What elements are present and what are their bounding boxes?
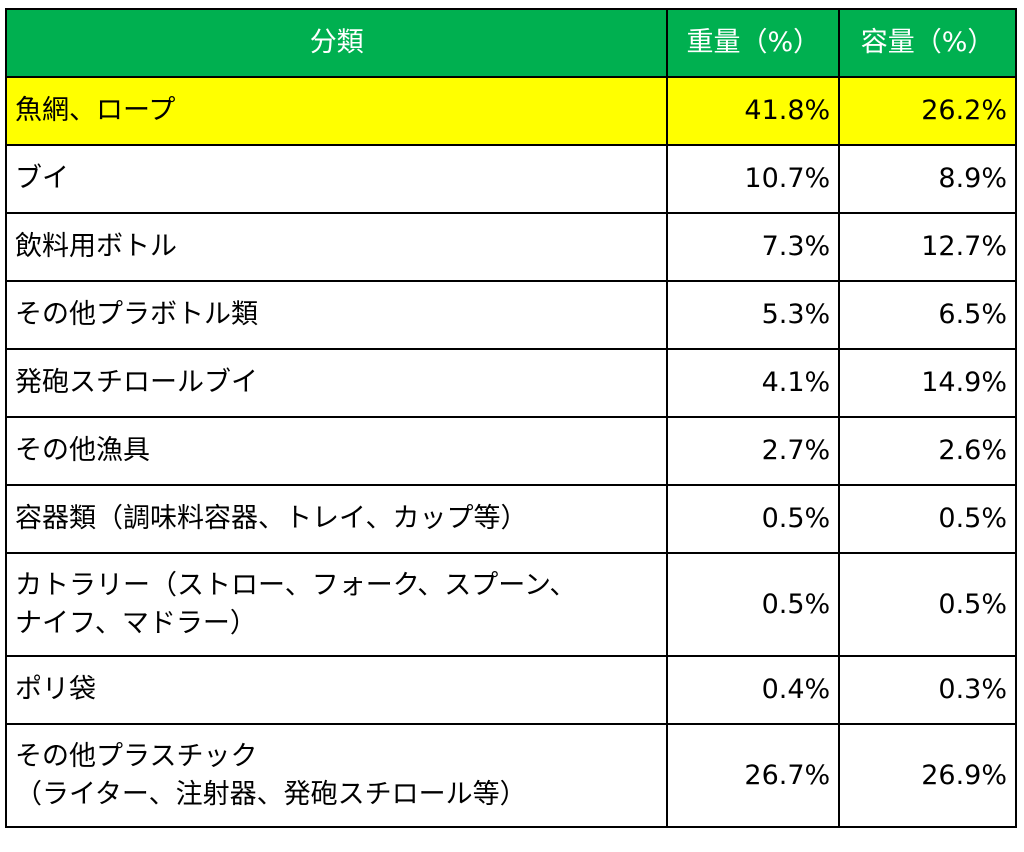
table-row: カトラリー（ストロー、フォーク、スプーン、 ナイフ、マドラー） 0.5% 0.5% <box>4 552 1017 657</box>
cell-category: ブイ <box>4 144 669 214</box>
cell-volume: 26.2% <box>838 76 1017 146</box>
cell-category: 飲料用ボトル <box>4 212 669 282</box>
cell-category: 魚網、ロープ <box>4 76 669 146</box>
table-row: ポリ袋 0.4% 0.3% <box>4 655 1017 725</box>
cell-category: 容器類（調味料容器、トレイ、カップ等） <box>4 484 669 554</box>
cell-volume: 6.5% <box>838 280 1017 350</box>
cell-volume: 8.9% <box>838 144 1017 214</box>
cell-volume: 12.7% <box>838 212 1017 282</box>
plastic-waste-table: 分類 重量（%） 容量（%） 魚網、ロープ 41.8% 26.2% ブイ 10.7% 8.… <box>4 8 1017 828</box>
header-category: 分類 <box>4 8 669 78</box>
table-row: 魚網、ロープ 41.8% 26.2% <box>4 76 1017 146</box>
cell-volume: 0.5% <box>838 552 1017 657</box>
table-row: その他プラスチック （ライター、注射器、発砲スチロール等） 26.7% 26.9% <box>4 723 1017 828</box>
cell-weight: 41.8% <box>666 76 841 146</box>
cell-weight: 0.5% <box>666 484 841 554</box>
table-row: ブイ 10.7% 8.9% <box>4 144 1017 214</box>
cell-weight: 5.3% <box>666 280 841 350</box>
cell-volume: 14.9% <box>838 348 1017 418</box>
header-row: 分類 重量（%） 容量（%） <box>4 8 1017 78</box>
header-volume: 容量（%） <box>838 8 1017 78</box>
cell-weight: 26.7% <box>666 723 841 828</box>
cell-weight: 0.5% <box>666 552 841 657</box>
cell-category: 発砲スチロールブイ <box>4 348 669 418</box>
table-row: 容器類（調味料容器、トレイ、カップ等） 0.5% 0.5% <box>4 484 1017 554</box>
cell-weight: 2.7% <box>666 416 841 486</box>
cell-volume: 0.5% <box>838 484 1017 554</box>
table-row: その他漁具 2.7% 2.6% <box>4 416 1017 486</box>
cell-category: その他プラボトル類 <box>4 280 669 350</box>
cell-category: カトラリー（ストロー、フォーク、スプーン、 ナイフ、マドラー） <box>4 552 669 657</box>
cell-category: その他漁具 <box>4 416 669 486</box>
cell-category: その他プラスチック （ライター、注射器、発砲スチロール等） <box>4 723 669 828</box>
cell-category: ポリ袋 <box>4 655 669 725</box>
cell-weight: 0.4% <box>666 655 841 725</box>
cell-weight: 7.3% <box>666 212 841 282</box>
cell-volume: 0.3% <box>838 655 1017 725</box>
cell-weight: 10.7% <box>666 144 841 214</box>
table-row: 飲料用ボトル 7.3% 12.7% <box>4 212 1017 282</box>
table-row: 発砲スチロールブイ 4.1% 14.9% <box>4 348 1017 418</box>
cell-volume: 2.6% <box>838 416 1017 486</box>
header-weight: 重量（%） <box>666 8 841 78</box>
cell-weight: 4.1% <box>666 348 841 418</box>
cell-volume: 26.9% <box>838 723 1017 828</box>
table-row: その他プラボトル類 5.3% 6.5% <box>4 280 1017 350</box>
